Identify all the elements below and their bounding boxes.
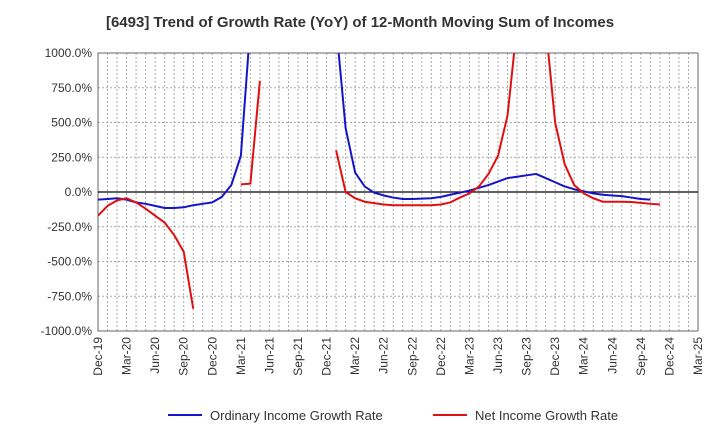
x-tick-label: Mar-20 — [120, 337, 134, 375]
x-tick-label: Jun-22 — [377, 337, 391, 374]
x-tick-label: Mar-24 — [577, 337, 591, 375]
line-chart: 1000.0% 750.0% 500.0% 250.0% 0.0% -250.0% -500… — [41, 46, 705, 376]
x-tick-label: Jun-23 — [491, 337, 505, 374]
x-tick-label: Dec-24 — [662, 337, 676, 376]
legend-label-ordinary: Ordinary Income Growth Rate — [210, 407, 383, 423]
legend-item-net: Net Income Growth Rate — [433, 404, 618, 426]
y-tick-label: 1000.0% — [45, 46, 93, 60]
y-tick-label: -250.0% — [47, 220, 92, 234]
legend-label-net: Net Income Growth Rate — [475, 407, 619, 423]
x-tick-label: Mar-25 — [691, 337, 705, 375]
y-tick-label: -1000.0% — [41, 324, 93, 338]
x-tick-label: Dec-23 — [548, 337, 562, 376]
series-line-net — [240, 80, 261, 186]
y-tick-label: 250.0% — [51, 150, 92, 164]
x-tick-label: Dec-19 — [91, 337, 105, 376]
x-tick-label: Jun-24 — [605, 337, 619, 374]
x-tick-label: Mar-22 — [348, 337, 362, 375]
y-tick-label: 500.0% — [51, 116, 92, 130]
x-axis-ticks: Dec-19 Mar-20 Jun-20 Sep-20 Dec-20 Mar-21 Jun-… — [91, 337, 705, 376]
y-tick-label: -500.0% — [47, 255, 92, 269]
x-tick-label: Mar-23 — [462, 337, 476, 375]
x-tick-label: Mar-21 — [234, 337, 248, 375]
x-tick-label: Sep-22 — [405, 337, 419, 376]
series-line-ordinary — [337, 53, 651, 201]
y-tick-label: -750.0% — [47, 289, 92, 303]
x-tick-label: Dec-22 — [434, 337, 448, 376]
x-tick-label: Jun-20 — [148, 337, 162, 374]
x-tick-label: Sep-24 — [634, 337, 648, 376]
plot-frame — [97, 52, 699, 332]
x-tick-label: Dec-20 — [205, 337, 219, 376]
x-tick-label: Dec-21 — [320, 337, 334, 376]
legend: Ordinary Income Growth Rate Net Income G… — [0, 404, 720, 426]
y-axis-ticks: 1000.0% 750.0% 500.0% 250.0% 0.0% -250.0% -500… — [41, 46, 93, 338]
series-line-net — [335, 53, 516, 207]
legend-swatch-net — [433, 414, 467, 416]
x-tick-label: Sep-20 — [177, 337, 191, 376]
series-line-net — [547, 53, 660, 206]
x-tick-label: Jun-21 — [262, 337, 276, 374]
legend-item-ordinary: Ordinary Income Growth Rate — [168, 404, 383, 426]
series-line-net — [98, 197, 195, 309]
x-tick-label: Sep-21 — [291, 337, 305, 376]
chart-title: [6493] Trend of Growth Rate (YoY) of 12-… — [105, 14, 615, 31]
y-tick-label: 0.0% — [65, 185, 93, 199]
x-tick-label: Sep-23 — [520, 337, 534, 376]
legend-swatch-ordinary — [168, 414, 202, 416]
series-lines — [98, 53, 660, 309]
y-tick-label: 750.0% — [51, 81, 92, 95]
